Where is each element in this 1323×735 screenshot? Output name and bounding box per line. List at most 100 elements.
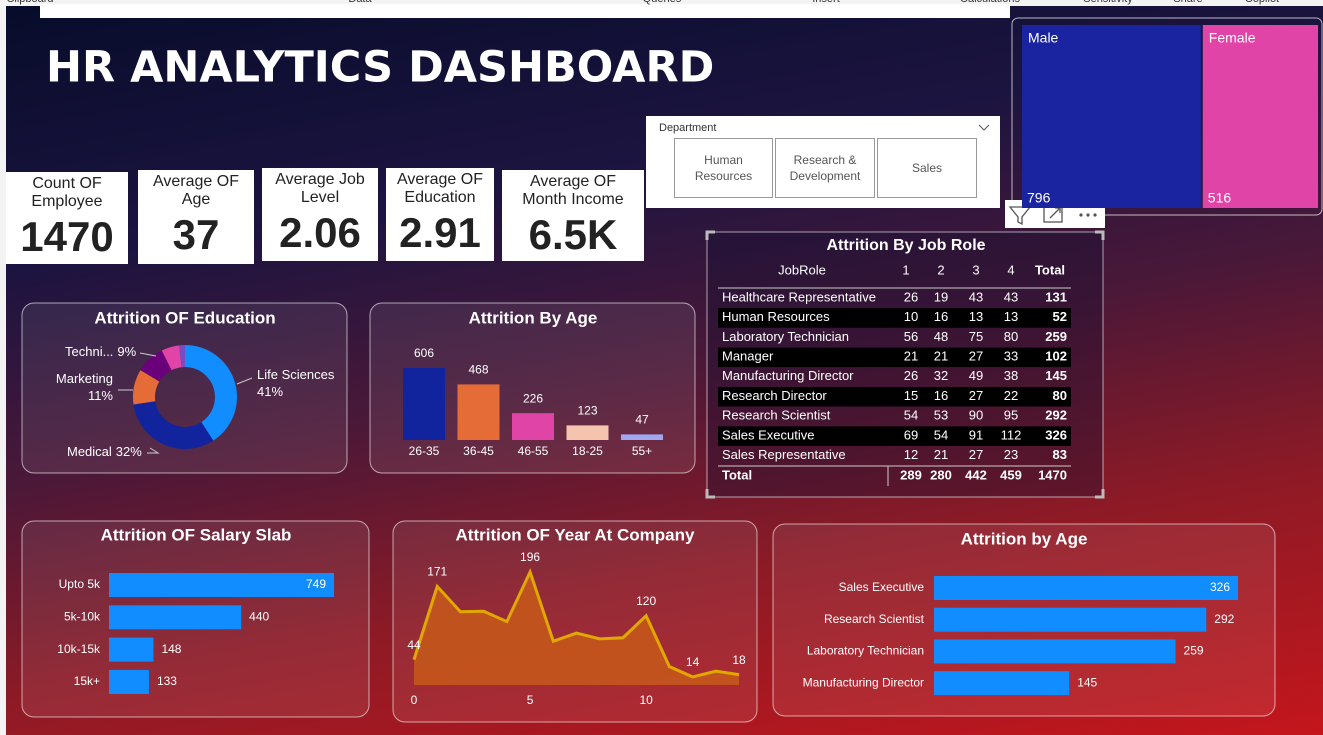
table-cell: 23: [1004, 447, 1018, 462]
table-cell: 102: [1045, 349, 1067, 364]
ribbon-tab: Copilot: [1245, 0, 1279, 5]
table-cell: Sales Executive: [722, 427, 815, 442]
table-cell: 16: [934, 309, 948, 324]
table-cell: 22: [1004, 388, 1018, 403]
table-cell: 15: [904, 388, 918, 403]
bar: [109, 637, 154, 662]
label-category: Techni...: [65, 344, 113, 359]
table-cell: 54: [904, 408, 918, 423]
table-cell: 16: [934, 388, 948, 403]
more-icon[interactable]: [1079, 213, 1097, 217]
area-line: [412, 567, 740, 679]
ribbon-tab: Calculations: [960, 0, 1020, 5]
table-cell: 49: [969, 368, 983, 383]
slicer-option[interactable]: Human Resources: [674, 138, 773, 198]
label-value: 32%: [116, 444, 142, 459]
treemap-tile: [1022, 25, 1201, 208]
kpi-value: 2.06: [279, 209, 361, 256]
data-label: 749: [306, 577, 326, 591]
bar: [109, 669, 149, 694]
ribbon-tab: Insert: [812, 0, 840, 5]
bar: [512, 413, 554, 440]
donut-slice: [133, 401, 214, 450]
table-cell: 52: [1053, 309, 1067, 324]
table-cell: 27: [969, 388, 983, 403]
table-title: Attrition By Job Role: [826, 237, 985, 254]
treemap-label: Female: [1209, 30, 1256, 46]
ribbon-box: [40, 4, 1010, 18]
table-cell: 112: [1001, 427, 1022, 442]
label-value: 9%: [117, 344, 136, 359]
table-header: 4: [1007, 262, 1014, 277]
treemap-tile: [1202, 25, 1318, 208]
data-label: 148: [161, 642, 181, 656]
table-cell: 19: [934, 289, 948, 304]
kpi-card: Average OF Education 2.91: [386, 168, 494, 261]
slicer-option[interactable]: Research & Development: [775, 138, 875, 198]
bar: [457, 384, 500, 440]
treemap-value: 796: [1027, 190, 1051, 206]
label-value: 41%: [257, 384, 283, 399]
treemap-panel: [1011, 17, 1323, 216]
x-tick-label: 55+: [632, 444, 652, 458]
kpi-value: 1470: [20, 213, 114, 260]
ribbon-tab: Sensitivity: [1083, 0, 1133, 5]
table-cell: 12: [904, 447, 918, 462]
table-cell: 442: [965, 467, 987, 482]
dashboard-title: HR ANALYTICS DASHBOARD: [46, 43, 714, 93]
table-cell: 26: [904, 289, 918, 304]
table-cell: Total: [722, 467, 752, 482]
table-cell: 10: [904, 309, 918, 324]
table-cell: 80: [1004, 329, 1018, 344]
table-cell: 80: [1053, 388, 1067, 403]
table-cell: 69: [904, 427, 918, 442]
table-row-band: [718, 426, 1071, 446]
data-label: 440: [249, 609, 269, 623]
table-header: 1: [902, 262, 909, 277]
donut-slice: [179, 345, 185, 368]
x-tick-label: 5: [527, 693, 534, 707]
slicer-chevron[interactable]: [978, 124, 990, 132]
kpi-value: 6.5K: [528, 211, 618, 258]
y-tick-label: 5k-10k: [64, 609, 101, 623]
bar: [934, 607, 1207, 632]
table-cell: 131: [1045, 289, 1067, 304]
leader-line: [147, 447, 160, 454]
table-cell: Human Resources: [722, 309, 830, 324]
table-cell: 83: [1053, 447, 1067, 462]
x-tick-label: 0: [411, 693, 418, 707]
y-tick-label: Laboratory Technician: [807, 644, 924, 658]
table-cell: 53: [934, 408, 948, 423]
donut-label: Life Sciences 41%: [257, 367, 335, 399]
data-label: 606: [414, 346, 434, 360]
treemap-value: 516: [1208, 190, 1232, 206]
ribbon-tab: Queries: [643, 0, 682, 5]
slicer-option[interactable]: Sales: [877, 138, 977, 198]
label-category: Marketing: [56, 371, 113, 386]
table-cell: 95: [1004, 408, 1018, 423]
table-cell: 43: [1004, 289, 1018, 304]
table-cell: 48: [934, 329, 948, 344]
data-label: 196: [520, 550, 540, 564]
area-fill: [414, 572, 739, 685]
table-cell: 1470: [1038, 467, 1067, 482]
table-cell: Healthcare Representative: [722, 289, 876, 304]
table-header: 2: [937, 262, 944, 277]
table-cell: 27: [969, 447, 983, 462]
table-cell: 32: [934, 368, 948, 383]
data-label: 18: [732, 653, 746, 667]
donut-slice: [161, 345, 182, 371]
y-tick-label: 10k-15k: [57, 642, 101, 656]
data-label: 171: [427, 565, 447, 579]
donut-label: Medical 32%: [67, 444, 142, 459]
data-label: 47: [635, 413, 649, 427]
table-cell: 90: [969, 408, 983, 423]
slicer-title: Department: [659, 122, 717, 134]
bar: [403, 368, 445, 440]
table-cell: 27: [969, 349, 983, 364]
y-tick-label: 15k+: [74, 674, 100, 688]
table-row-band: [718, 308, 1071, 328]
ribbon-tab: Clipboard: [6, 0, 53, 5]
kpi-value: 37: [172, 211, 220, 258]
